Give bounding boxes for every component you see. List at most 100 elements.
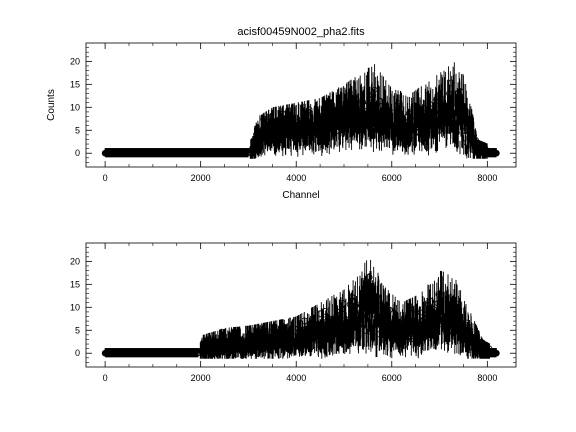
data-point <box>449 121 456 128</box>
data-point <box>157 350 164 357</box>
data-point <box>430 306 437 313</box>
x-tick-label: 4000 <box>286 373 306 383</box>
data-point <box>282 329 289 337</box>
data-point <box>119 350 126 357</box>
data-point <box>235 150 242 157</box>
data-point <box>411 122 418 129</box>
data-point <box>220 150 227 157</box>
data-point <box>371 86 378 93</box>
data-point <box>453 301 460 308</box>
data-point <box>149 350 156 357</box>
data-point <box>138 350 145 357</box>
data-point <box>432 319 439 326</box>
data-point <box>197 150 204 157</box>
data-point <box>306 322 313 329</box>
data-point <box>260 125 268 133</box>
data-point <box>189 350 196 357</box>
data-point <box>373 101 380 108</box>
data-point <box>447 317 454 324</box>
data-point <box>310 332 317 339</box>
data-point <box>251 140 258 147</box>
data-point <box>233 150 240 157</box>
data-point <box>360 288 367 295</box>
data-point <box>394 130 401 137</box>
data-point <box>197 348 204 355</box>
data-point <box>418 317 426 325</box>
data-point <box>331 321 338 328</box>
data-point <box>307 320 315 328</box>
data-point <box>312 123 319 130</box>
data-point <box>455 306 462 313</box>
data-point <box>109 150 116 157</box>
data-point <box>147 150 154 157</box>
data-point <box>226 346 233 353</box>
data-point <box>296 123 303 131</box>
y-tick-label: 10 <box>70 102 80 112</box>
plot-frame <box>85 242 517 368</box>
data-point <box>316 337 323 344</box>
data-point <box>442 102 449 109</box>
data-point <box>419 332 426 339</box>
data-point <box>465 121 472 128</box>
data-point <box>457 109 465 117</box>
data-point <box>407 115 414 122</box>
data-point <box>212 150 219 157</box>
data-point <box>266 125 273 132</box>
data-point <box>147 350 154 357</box>
data-point <box>127 150 134 157</box>
data-point <box>178 150 185 157</box>
data-point <box>335 330 342 337</box>
data-point <box>216 337 223 344</box>
data-point <box>398 327 405 334</box>
data-point <box>340 122 347 129</box>
data-point <box>172 150 179 157</box>
data-point <box>237 150 244 157</box>
data-point <box>113 150 120 157</box>
data-point <box>334 113 342 121</box>
data-point <box>386 306 393 313</box>
data-point <box>216 150 223 157</box>
data-point <box>149 150 156 157</box>
data-point <box>109 350 116 357</box>
data-point <box>394 104 402 112</box>
data-point <box>195 150 202 157</box>
data-point <box>434 300 441 307</box>
data-point <box>283 343 290 350</box>
data-point <box>319 119 326 126</box>
data-point <box>352 302 359 309</box>
data-point <box>128 150 135 157</box>
data-point <box>258 335 265 342</box>
data-points <box>101 260 500 359</box>
data-point <box>329 127 336 134</box>
data-point <box>335 316 343 324</box>
data-point <box>127 350 134 357</box>
data-point <box>305 108 313 116</box>
data-point <box>369 92 376 99</box>
data-point <box>235 341 242 348</box>
y-axis: 0 5 10 15 20 <box>70 47 516 163</box>
data-point <box>260 341 267 348</box>
data-point <box>463 139 470 146</box>
data-point <box>155 350 162 357</box>
data-point <box>340 110 348 118</box>
data-point <box>274 336 281 343</box>
data-point <box>159 150 166 157</box>
data-point <box>188 350 195 357</box>
data-point <box>410 305 418 313</box>
data-point <box>467 127 474 134</box>
x-tick-label: 0 <box>103 173 108 183</box>
data-point <box>291 333 298 340</box>
data-point <box>436 109 443 116</box>
data-point <box>382 112 389 119</box>
data-point <box>493 149 500 157</box>
data-point <box>404 119 411 126</box>
data-point <box>361 103 368 110</box>
data-point <box>165 350 172 357</box>
data-point <box>451 309 458 316</box>
y-tick-label: 20 <box>70 56 80 66</box>
data-point <box>360 99 367 106</box>
data-point <box>423 113 430 120</box>
data-point <box>426 101 433 108</box>
y-axis-label: Counts <box>46 89 57 121</box>
